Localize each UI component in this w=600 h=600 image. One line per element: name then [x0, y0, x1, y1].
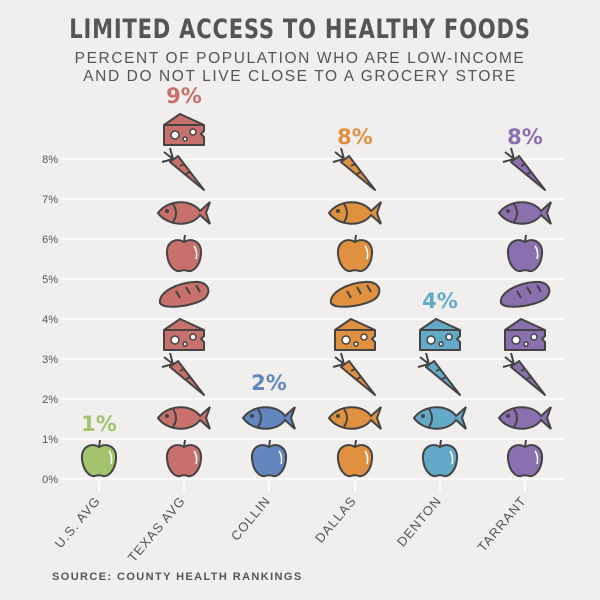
- value-label: 2%: [251, 371, 287, 395]
- cheese-icon: [504, 318, 546, 351]
- apple-icon: [336, 234, 374, 273]
- source-note: SOURCE: COUNTY HEALTH RANKINGS: [52, 571, 303, 583]
- carrot-icon: [332, 147, 376, 191]
- subtitle-line-2: AND DO NOT LIVE CLOSE TO A GROCERY STORE: [83, 68, 517, 85]
- x-tick-label: TARRANT: [474, 493, 529, 554]
- carrot-icon: [502, 352, 546, 396]
- cheese-icon: [163, 318, 205, 351]
- carrot-icon: [161, 352, 205, 396]
- column-tarrant: 8% TARRANT: [474, 125, 552, 555]
- y-tick-label: 5%: [42, 274, 58, 286]
- value-label: 1%: [81, 412, 117, 436]
- apple-icon: [506, 439, 544, 478]
- column-collin: 2% COLLIN: [228, 371, 296, 544]
- carrot-icon: [417, 352, 461, 396]
- value-label: 4%: [422, 289, 458, 313]
- chart-title: LIMITED ACCESS TO HEALTHY FOODS: [69, 14, 531, 45]
- y-tick-label: 2%: [42, 394, 58, 406]
- fish-icon: [156, 406, 211, 430]
- value-label: 8%: [337, 125, 373, 149]
- y-tick-label: 8%: [42, 154, 58, 166]
- carrot-icon: [161, 147, 205, 191]
- y-tick-label: 3%: [42, 354, 58, 366]
- column-u-s-avg: 1% U.S. AVG: [52, 412, 118, 551]
- fish-icon: [412, 406, 467, 430]
- carrot-icon: [332, 352, 376, 396]
- bread-icon: [158, 280, 210, 308]
- fish-icon: [327, 406, 382, 430]
- value-label: 8%: [507, 125, 543, 149]
- value-label: 9%: [166, 84, 202, 108]
- y-tick-label: 4%: [42, 314, 58, 326]
- apple-icon: [80, 439, 118, 478]
- y-tick-label: 1%: [42, 434, 58, 446]
- y-tick-label: 6%: [42, 234, 58, 246]
- y-tick-label: 7%: [42, 194, 58, 206]
- fish-icon: [327, 201, 382, 225]
- x-tick-label: COLLIN: [228, 493, 274, 543]
- chart-subtitle: PERCENT OF POPULATION WHO ARE LOW-INCOME…: [0, 50, 600, 86]
- apple-icon: [506, 234, 544, 273]
- cheese-icon: [334, 318, 376, 351]
- fish-icon: [156, 201, 211, 225]
- bread-icon: [329, 280, 381, 308]
- column-dallas: 8% DALLAS: [312, 125, 382, 546]
- cheese-icon: [419, 318, 461, 351]
- bread-icon: [499, 280, 551, 308]
- x-tick-label: U.S. AVG: [52, 493, 104, 551]
- column-denton: 4% DENTON: [394, 289, 467, 549]
- column-texas-avg: 9% TEXAS AVG: [125, 84, 211, 565]
- x-tick-label: DENTON: [394, 493, 444, 549]
- x-tick-label: TEXAS AVG: [125, 493, 189, 565]
- apple-icon: [250, 439, 288, 478]
- y-tick-label: 0%: [42, 474, 58, 486]
- fish-icon: [241, 406, 296, 430]
- apple-icon: [336, 439, 374, 478]
- fish-icon: [497, 406, 552, 430]
- cheese-icon: [163, 113, 205, 146]
- x-tick-label: DALLAS: [312, 493, 359, 545]
- apple-icon: [165, 439, 203, 478]
- apple-icon: [421, 439, 459, 478]
- subtitle-line-1: PERCENT OF POPULATION WHO ARE LOW-INCOME: [74, 50, 526, 67]
- carrot-icon: [502, 147, 546, 191]
- fish-icon: [497, 201, 552, 225]
- apple-icon: [165, 234, 203, 273]
